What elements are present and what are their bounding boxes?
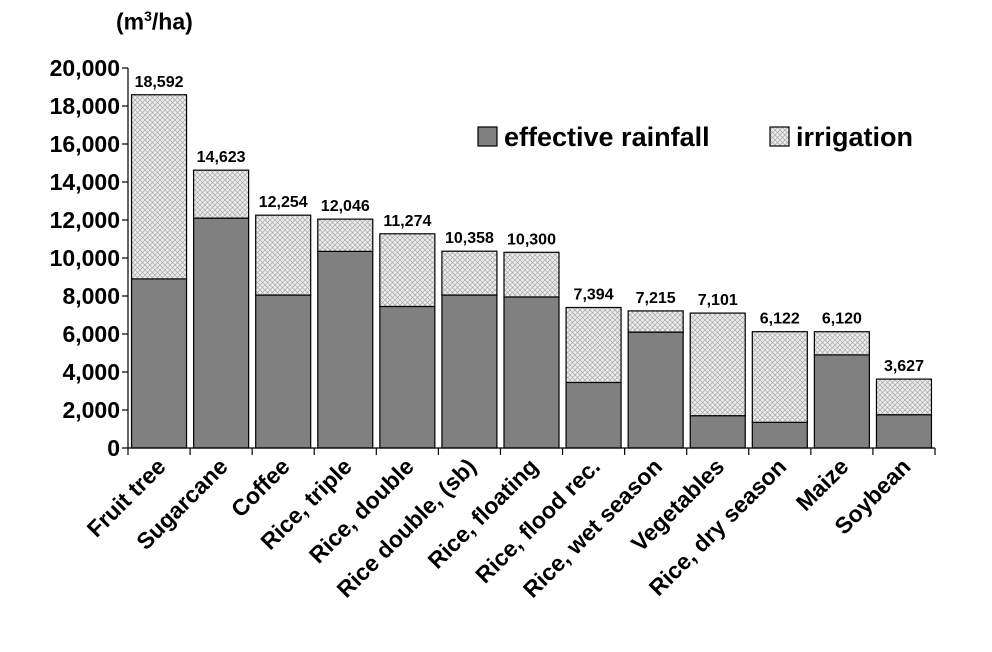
bar-effective-rainfall (317, 250, 374, 449)
legend-swatch (477, 126, 498, 147)
x-category-label: Rice, floating (423, 453, 543, 573)
bar-total-label: 10,358 (445, 230, 494, 247)
y-tick-label: 18,000 (50, 93, 120, 119)
bar-total-label: 18,592 (135, 74, 184, 91)
y-tick-label: 14,000 (50, 169, 120, 195)
bar-effective-rainfall (379, 305, 436, 449)
bar-irrigation (503, 251, 560, 298)
y-tick-label: 6,000 (62, 321, 120, 347)
y-tick-label: 12,000 (50, 207, 120, 233)
y-axis-unit-label: (m3/ha) (116, 8, 193, 35)
y-tick-label: 10,000 (50, 245, 120, 271)
bar-total-label: 3,627 (884, 358, 924, 375)
bar-effective-rainfall (193, 217, 250, 449)
legend-label: irrigation (796, 122, 913, 152)
y-tick-label: 20,000 (50, 55, 120, 81)
bar-irrigation (379, 233, 436, 308)
bar-irrigation (875, 378, 933, 416)
bar-irrigation (317, 218, 374, 252)
bar-effective-rainfall (875, 414, 933, 449)
y-tick-label: 2,000 (62, 397, 120, 423)
bar-total-label: 12,046 (321, 198, 370, 215)
bar-irrigation (193, 169, 250, 219)
bar-total-label: 6,120 (822, 311, 862, 328)
bar-irrigation (441, 250, 498, 296)
bar-total-label: 7,215 (636, 290, 676, 307)
bar-irrigation (689, 312, 746, 417)
bar-effective-rainfall (565, 381, 622, 449)
bar-effective-rainfall (130, 278, 188, 449)
bar-irrigation (255, 214, 312, 296)
bar-total-label: 14,623 (197, 149, 246, 166)
bar-total-label: 7,101 (698, 292, 738, 309)
bar-total-label: 7,394 (574, 287, 614, 304)
bar-total-label: 12,254 (259, 194, 308, 211)
bar-irrigation (627, 310, 684, 333)
y-tick-label: 4,000 (62, 359, 120, 385)
bar-irrigation (130, 94, 188, 280)
bar-irrigation (565, 306, 622, 384)
bar-total-label: 10,300 (507, 231, 556, 248)
bar-effective-rainfall (441, 294, 498, 449)
y-tick-label: 0 (107, 435, 120, 461)
bar-effective-rainfall (689, 415, 746, 449)
bar-irrigation (751, 331, 808, 423)
bar-irrigation (813, 331, 870, 356)
bar-effective-rainfall (503, 296, 560, 449)
legend-swatch (769, 126, 790, 147)
bar-total-label: 11,274 (383, 213, 431, 230)
bar-effective-rainfall (751, 421, 808, 449)
bar-effective-rainfall (255, 294, 312, 449)
y-tick-label: 8,000 (62, 283, 120, 309)
bar-total-label: 6,122 (760, 311, 800, 328)
legend-label: effective rainfall (504, 122, 710, 152)
bar-effective-rainfall (627, 331, 684, 449)
bar-effective-rainfall (813, 354, 870, 449)
y-tick-label: 16,000 (50, 131, 120, 157)
